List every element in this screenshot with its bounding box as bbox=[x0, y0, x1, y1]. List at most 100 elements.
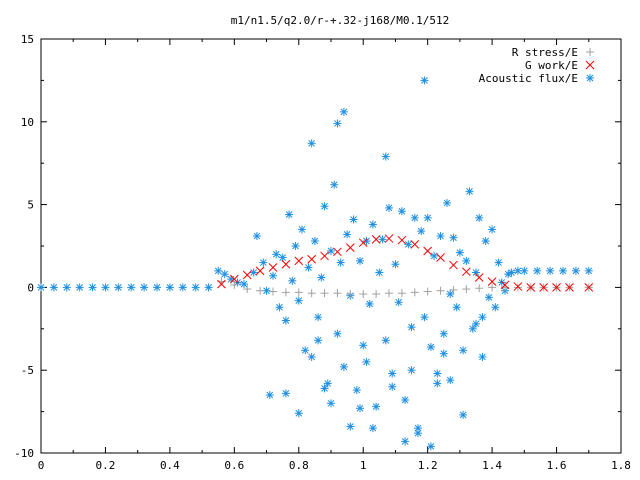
data-point bbox=[310, 237, 319, 246]
data-point bbox=[388, 369, 397, 378]
data-point bbox=[475, 213, 484, 222]
data-point bbox=[320, 384, 329, 393]
data-point bbox=[384, 234, 394, 243]
data-point bbox=[372, 402, 381, 411]
x-tick-label: 1.6 bbox=[547, 459, 567, 472]
x-tick-label: 0 bbox=[38, 459, 45, 472]
data-point bbox=[242, 270, 252, 280]
data-point bbox=[343, 230, 352, 239]
data-point bbox=[414, 429, 422, 438]
data-point bbox=[449, 233, 458, 242]
data-point bbox=[294, 296, 303, 305]
data-point bbox=[362, 357, 371, 366]
data-point bbox=[397, 207, 406, 216]
data-point bbox=[378, 235, 387, 244]
data-point bbox=[462, 285, 471, 294]
data-point bbox=[452, 303, 461, 312]
data-point bbox=[101, 283, 110, 292]
data-point bbox=[584, 266, 593, 275]
data-point bbox=[465, 187, 474, 196]
data-point bbox=[345, 243, 355, 253]
data-point bbox=[358, 238, 368, 248]
data-point bbox=[365, 299, 374, 308]
data-point bbox=[385, 203, 393, 212]
data-point bbox=[314, 336, 323, 345]
data-point bbox=[388, 382, 397, 391]
data-point bbox=[275, 303, 284, 312]
data-point bbox=[307, 352, 316, 361]
data-point bbox=[423, 246, 433, 256]
data-point bbox=[478, 313, 487, 322]
y-tick-label: 5 bbox=[27, 199, 34, 212]
data-point bbox=[268, 263, 278, 272]
data-point bbox=[333, 119, 342, 128]
plot-frame bbox=[40, 38, 622, 454]
data-point bbox=[484, 293, 493, 302]
series-2 bbox=[37, 76, 593, 451]
data-point bbox=[500, 280, 510, 290]
chart-title: m1/n1.5/q2.0/r-+.32-j168/M0.1/512 bbox=[231, 14, 450, 27]
x-tick-label: 0.6 bbox=[224, 459, 244, 472]
data-point bbox=[127, 283, 136, 292]
data-point bbox=[304, 263, 313, 272]
data-point bbox=[385, 289, 393, 298]
data-point bbox=[88, 283, 97, 292]
data-point bbox=[265, 391, 274, 400]
data-point bbox=[307, 289, 316, 298]
data-point bbox=[410, 213, 419, 222]
data-point bbox=[401, 396, 410, 405]
y-tick-label: -5 bbox=[21, 364, 34, 377]
x-tick-label: 0.4 bbox=[160, 459, 180, 472]
legend-label: R stress/E bbox=[512, 46, 578, 59]
data-point bbox=[281, 389, 290, 398]
data-point bbox=[423, 213, 432, 222]
data-point bbox=[249, 268, 258, 277]
data-point bbox=[497, 278, 506, 287]
data-point bbox=[487, 277, 497, 286]
data-point bbox=[320, 289, 329, 298]
data-point bbox=[426, 442, 435, 451]
data-point bbox=[75, 283, 84, 292]
data-point bbox=[291, 242, 300, 250]
y-tick-label: 0 bbox=[27, 281, 34, 294]
data-point bbox=[426, 343, 435, 352]
data-point bbox=[430, 251, 439, 260]
legend-label: G work/E bbox=[525, 59, 578, 72]
data-point bbox=[391, 260, 400, 269]
data-point bbox=[468, 324, 477, 333]
data-point bbox=[230, 280, 239, 289]
data-point bbox=[446, 376, 455, 385]
data-point bbox=[49, 283, 58, 292]
data-point bbox=[240, 280, 248, 289]
data-point bbox=[461, 267, 471, 277]
data-point bbox=[362, 237, 371, 246]
data-point bbox=[481, 237, 490, 246]
data-point bbox=[339, 107, 348, 116]
data-point bbox=[37, 283, 45, 292]
axis-ticks bbox=[40, 38, 622, 454]
data-point bbox=[417, 227, 426, 236]
data-point bbox=[397, 235, 407, 245]
data-point bbox=[368, 220, 377, 229]
data-point bbox=[255, 266, 265, 276]
data-point bbox=[475, 284, 484, 293]
data-point bbox=[243, 285, 252, 294]
data-point bbox=[436, 286, 445, 295]
data-point bbox=[526, 283, 536, 292]
data-point bbox=[539, 283, 549, 292]
data-point bbox=[423, 287, 432, 296]
y-tick-label: 15 bbox=[21, 33, 34, 46]
data-point bbox=[513, 283, 522, 292]
legend-label: Acoustic flux/E bbox=[479, 72, 578, 85]
data-point bbox=[333, 329, 342, 338]
data-point bbox=[327, 399, 335, 408]
data-point bbox=[455, 248, 464, 257]
data-point bbox=[520, 266, 529, 275]
data-point bbox=[546, 266, 555, 275]
data-point bbox=[439, 329, 448, 338]
data-point bbox=[330, 180, 339, 189]
data-point bbox=[307, 139, 316, 148]
data-point bbox=[474, 273, 484, 282]
